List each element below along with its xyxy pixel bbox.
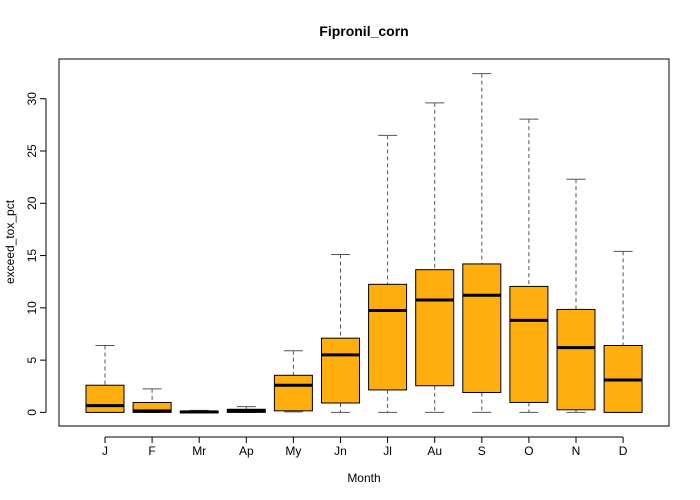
box-Mr xyxy=(179,409,219,414)
y-tick-label: 30 xyxy=(25,92,39,106)
iqr-box xyxy=(509,285,549,403)
x-tick-label: My xyxy=(285,444,301,458)
box-S xyxy=(462,73,502,413)
chart-title: Fipronil_corn xyxy=(319,23,408,39)
y-tick-label: 15 xyxy=(25,249,39,263)
x-tick-label: Jl xyxy=(383,444,392,458)
box-Au xyxy=(415,102,455,413)
iqr-box xyxy=(462,263,502,394)
x-tick-label: S xyxy=(478,444,486,458)
y-tick-label: 0 xyxy=(25,409,39,416)
x-tick-label: Jn xyxy=(334,444,347,458)
y-axis: 0 5 10 15 20 25 30 xyxy=(25,92,47,416)
y-tick-label: 20 xyxy=(25,196,39,210)
x-tick-label: Ap xyxy=(239,444,254,458)
iqr-box xyxy=(368,283,408,391)
box-O xyxy=(509,118,549,413)
iqr-box xyxy=(415,269,455,387)
iqr-box xyxy=(85,384,125,413)
box-Ap xyxy=(226,406,266,413)
y-axis-label: exceed_tox_pct xyxy=(3,199,17,284)
y-tick-label: 10 xyxy=(25,301,39,315)
x-tick-label: Au xyxy=(427,444,442,458)
plot-frame xyxy=(58,58,670,427)
x-tick-label: Mr xyxy=(192,444,206,458)
box-F xyxy=(132,388,172,413)
iqr-box xyxy=(556,308,596,411)
box-Jl xyxy=(368,134,408,413)
x-tick-label: N xyxy=(572,444,581,458)
y-tick-label: 5 xyxy=(25,356,39,363)
box-Jn xyxy=(321,254,360,413)
x-tick-label: O xyxy=(524,444,533,458)
box-D xyxy=(603,250,643,413)
x-tick-label: F xyxy=(148,444,155,458)
iqr-box xyxy=(273,374,313,412)
x-axis-label: Month xyxy=(347,471,380,485)
y-tick-label: 25 xyxy=(25,144,39,158)
boxes-layer xyxy=(85,73,643,414)
box-N xyxy=(556,178,596,413)
box-J xyxy=(85,344,125,413)
x-axis: J F Mr Ap My Jn Jl Au S O N D xyxy=(102,436,628,458)
x-tick-label: D xyxy=(619,444,628,458)
box-My xyxy=(273,350,313,413)
iqr-box xyxy=(321,337,360,404)
x-tick-label: J xyxy=(102,444,108,458)
iqr-box xyxy=(132,401,172,413)
